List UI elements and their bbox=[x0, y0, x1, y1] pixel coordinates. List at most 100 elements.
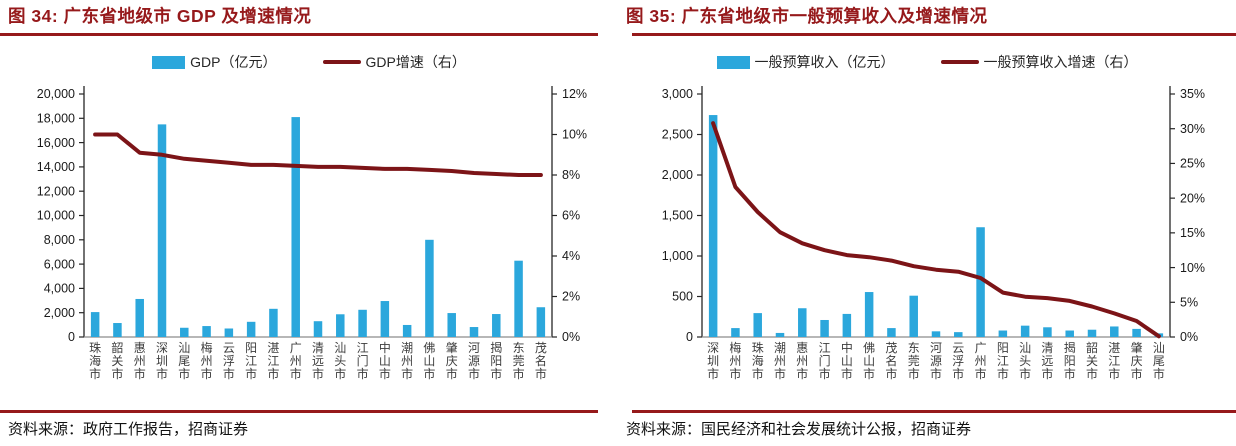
svg-text:0: 0 bbox=[686, 330, 693, 344]
bar-legend-label: GDP（亿元） bbox=[190, 54, 277, 70]
x-category-labels: 珠海市韶关市惠州市深圳市汕尾市梅州市云浮市阳江市湛江市广州市清远市汕头市江门市中… bbox=[89, 340, 547, 381]
svg-text:深圳市: 深圳市 bbox=[156, 341, 168, 381]
svg-text:5%: 5% bbox=[1180, 295, 1198, 309]
title-rule bbox=[632, 33, 1236, 36]
svg-text:汕头市: 汕头市 bbox=[1019, 341, 1031, 381]
svg-text:4%: 4% bbox=[562, 249, 580, 263]
svg-text:揭阳市: 揭阳市 bbox=[1064, 340, 1076, 381]
left-axis: 0 500 1,000 1,500 2,000 2,500 3,000 bbox=[662, 86, 703, 344]
svg-text:深圳市: 深圳市 bbox=[707, 341, 719, 381]
svg-text:25%: 25% bbox=[1180, 157, 1205, 171]
svg-text:2,000: 2,000 bbox=[662, 168, 693, 182]
line-swatch-icon bbox=[940, 59, 979, 65]
bar-series bbox=[90, 117, 546, 338]
svg-text:清远市: 清远市 bbox=[1041, 341, 1053, 381]
svg-text:4,000: 4,000 bbox=[44, 282, 75, 296]
left-axis: 0 2,000 4,000 6,000 8,000 10,000 12,000 14,000 1… bbox=[37, 86, 85, 344]
svg-text:茂名市: 茂名市 bbox=[535, 341, 547, 381]
svg-text:20,000: 20,000 bbox=[37, 87, 75, 101]
svg-text:河源市: 河源市 bbox=[930, 341, 942, 381]
combo-chart-fig35: 0 500 1,000 1,500 2,000 2,500 3,000 0% 5% 10% 15% 2… bbox=[662, 86, 1205, 381]
svg-text:18,000: 18,000 bbox=[37, 112, 75, 126]
bar-legend-label: 一般预算收入（亿元） bbox=[754, 54, 895, 70]
svg-text:中山市: 中山市 bbox=[841, 340, 853, 381]
bar-swatch-icon bbox=[152, 55, 186, 69]
svg-text:茂名市: 茂名市 bbox=[885, 341, 897, 381]
legend-item-bar: GDP（亿元） bbox=[152, 52, 277, 72]
svg-text:中山市: 中山市 bbox=[379, 340, 391, 381]
svg-text:1,000: 1,000 bbox=[662, 249, 693, 263]
bar-series bbox=[708, 115, 1164, 337]
svg-text:35%: 35% bbox=[1180, 87, 1205, 101]
svg-text:潮州市: 潮州市 bbox=[774, 340, 786, 381]
svg-text:广州市: 广州市 bbox=[975, 341, 987, 381]
growth-line-series bbox=[711, 121, 1161, 339]
svg-text:汕头市: 汕头市 bbox=[334, 341, 346, 381]
svg-text:韶关市: 韶关市 bbox=[1086, 340, 1098, 381]
svg-text:10%: 10% bbox=[562, 128, 587, 142]
svg-text:梅州市: 梅州市 bbox=[201, 340, 213, 381]
title-rule bbox=[0, 33, 598, 36]
line-swatch-icon bbox=[322, 59, 361, 65]
svg-text:潮州市: 潮州市 bbox=[401, 340, 413, 381]
svg-text:珠海市: 珠海市 bbox=[89, 341, 101, 381]
svg-text:广州市: 广州市 bbox=[290, 341, 302, 381]
source-note-fig34: 资料来源：政府工作报告，招商证券 bbox=[8, 422, 249, 438]
svg-text:云浮市: 云浮市 bbox=[223, 341, 235, 381]
svg-text:12,000: 12,000 bbox=[37, 184, 75, 198]
svg-text:江门市: 江门市 bbox=[819, 341, 831, 381]
svg-text:清远市: 清远市 bbox=[312, 341, 324, 381]
svg-text:2,500: 2,500 bbox=[662, 128, 693, 142]
x-category-labels: 深圳市梅州市珠海市潮州市惠州市江门市中山市佛山市茂名市东莞市河源市云浮市广州市阳… bbox=[707, 340, 1165, 381]
svg-text:1,500: 1,500 bbox=[662, 209, 693, 223]
svg-text:0%: 0% bbox=[562, 330, 580, 344]
svg-text:东莞市: 东莞市 bbox=[908, 341, 920, 381]
svg-text:16,000: 16,000 bbox=[37, 136, 75, 150]
svg-text:云浮市: 云浮市 bbox=[952, 341, 964, 381]
legend-item-line: GDP增速（右） bbox=[322, 52, 466, 72]
svg-text:东莞市: 东莞市 bbox=[513, 341, 525, 381]
svg-text:肇庆市: 肇庆市 bbox=[446, 340, 458, 381]
legend-item-line: 一般预算收入增速（右） bbox=[940, 52, 1138, 72]
source-rule bbox=[632, 410, 1236, 413]
svg-text:2,000: 2,000 bbox=[44, 306, 75, 320]
chart-title-fig34: 图 34: 广东省地级市 GDP 及增速情况 bbox=[8, 6, 312, 26]
line-legend-label: GDP增速（右） bbox=[365, 54, 466, 70]
svg-text:10,000: 10,000 bbox=[37, 209, 75, 223]
svg-text:30%: 30% bbox=[1180, 122, 1205, 136]
source-note-fig35: 资料来源：国民经济和社会发展统计公报，招商证券 bbox=[626, 422, 972, 438]
panel-fig34: 图 34: 广东省地级市 GDP 及增速情况 GDP（亿元） GDP增速（右） … bbox=[0, 6, 618, 438]
svg-text:10%: 10% bbox=[1180, 261, 1205, 275]
svg-text:揭阳市: 揭阳市 bbox=[490, 340, 502, 381]
svg-text:3,000: 3,000 bbox=[662, 87, 693, 101]
panel-fig35: 图 35: 广东省地级市一般预算收入及增速情况 一般预算收入（亿元） 一般预算收… bbox=[618, 0, 1236, 446]
svg-text:梅州市: 梅州市 bbox=[729, 340, 741, 381]
svg-text:江门市: 江门市 bbox=[357, 341, 369, 381]
svg-text:珠海市: 珠海市 bbox=[752, 341, 764, 381]
legend-fig34: GDP（亿元） GDP增速（右） bbox=[0, 50, 618, 74]
svg-text:6%: 6% bbox=[562, 209, 580, 223]
svg-text:8%: 8% bbox=[562, 168, 580, 182]
bar-swatch-icon bbox=[716, 55, 750, 69]
svg-text:20%: 20% bbox=[1180, 191, 1205, 205]
right-axis: 0% 5% 10% 15% 20% 25% 30% 35% bbox=[1169, 86, 1205, 344]
legend-item-bar: 一般预算收入（亿元） bbox=[716, 52, 895, 72]
svg-text:12%: 12% bbox=[562, 87, 587, 101]
svg-text:肇庆市: 肇庆市 bbox=[1131, 340, 1143, 381]
svg-text:2%: 2% bbox=[562, 290, 580, 304]
legend-fig35: 一般预算收入（亿元） 一般预算收入增速（右） bbox=[618, 50, 1236, 74]
svg-text:佛山市: 佛山市 bbox=[863, 341, 875, 381]
svg-text:阳江市: 阳江市 bbox=[997, 341, 1009, 381]
svg-text:阳江市: 阳江市 bbox=[245, 341, 257, 381]
svg-text:6,000: 6,000 bbox=[44, 257, 75, 271]
svg-text:河源市: 河源市 bbox=[468, 341, 480, 381]
combo-chart-fig34: 0 2,000 4,000 6,000 8,000 10,000 12,000 14,000 1… bbox=[37, 86, 587, 381]
chart-title-fig35: 图 35: 广东省地级市一般预算收入及增速情况 bbox=[626, 6, 988, 26]
svg-text:0%: 0% bbox=[1180, 330, 1198, 344]
svg-text:湛江市: 湛江市 bbox=[267, 341, 279, 381]
svg-text:14,000: 14,000 bbox=[37, 160, 75, 174]
svg-text:韶关市: 韶关市 bbox=[111, 340, 123, 381]
svg-text:500: 500 bbox=[672, 290, 693, 304]
svg-text:惠州市: 惠州市 bbox=[796, 341, 808, 381]
